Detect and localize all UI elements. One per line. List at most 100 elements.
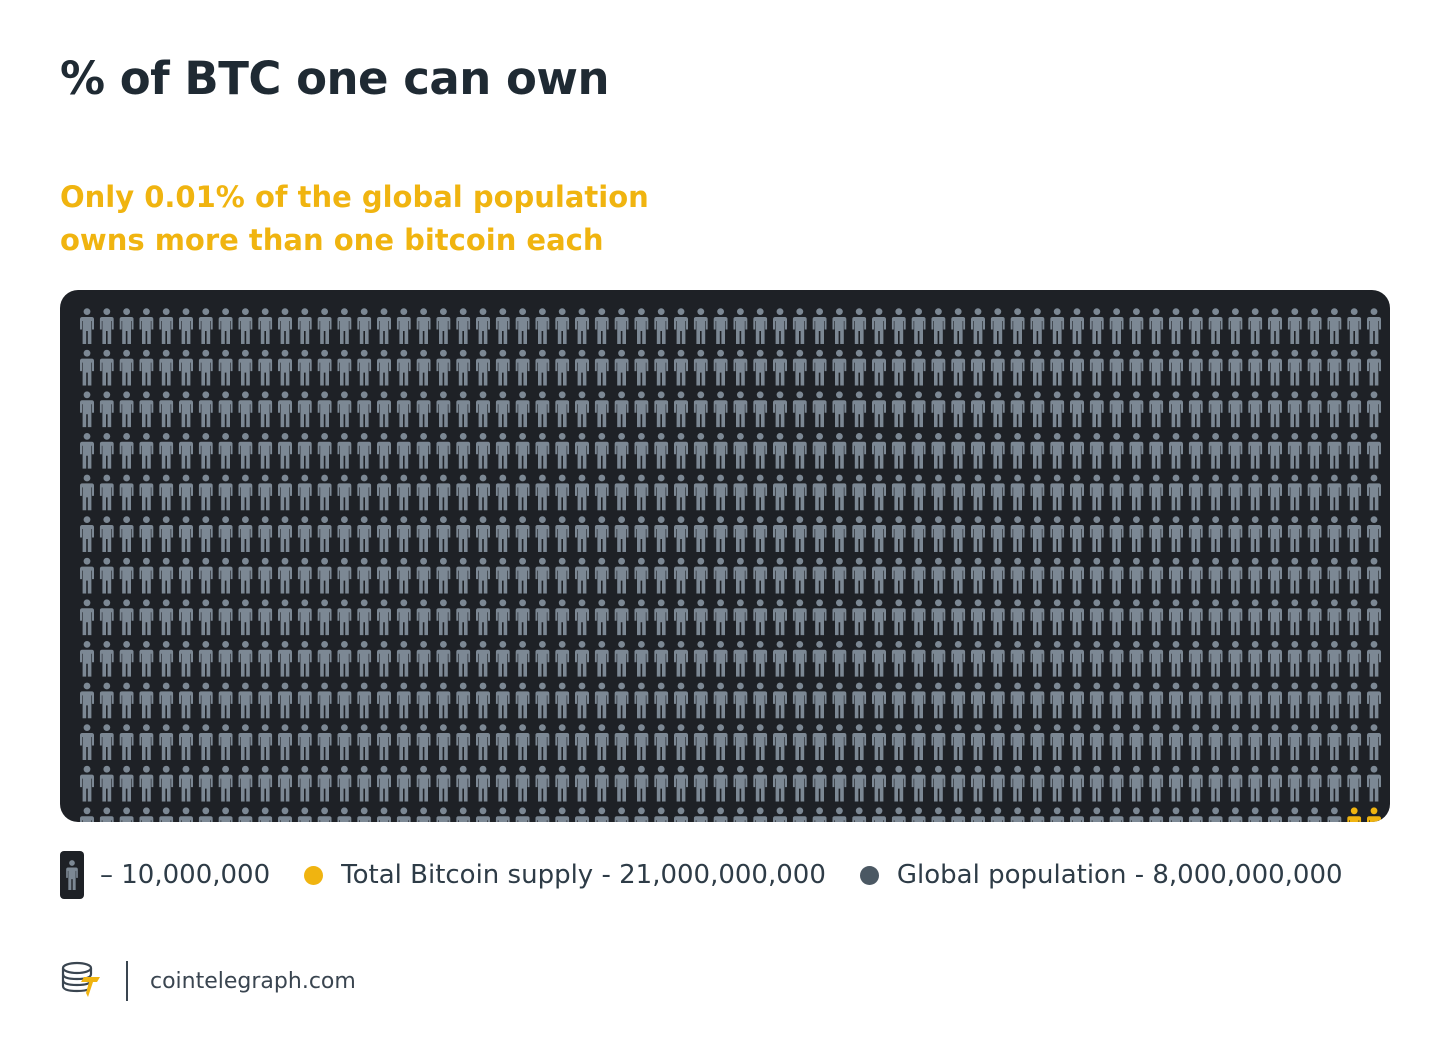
person-icon [1268,557,1282,594]
person-icon [297,724,312,760]
person-icon [1208,308,1223,344]
person-icon [396,516,411,552]
person-icon [1228,557,1243,594]
person-icon [792,724,807,760]
person-icon [377,765,391,802]
person-icon [575,474,589,511]
person-icon [674,765,688,802]
person-icon [515,682,530,719]
person-icon [515,474,530,511]
person-icon [931,765,946,802]
person-icon [198,641,213,677]
person-icon [515,433,530,469]
person-icon [931,599,946,636]
person-icon [733,599,748,636]
person-icon [1307,349,1322,386]
person-icon [594,557,609,594]
person-icon [555,724,570,760]
person-icon [812,308,827,344]
person-icon [951,557,966,594]
person-icon [436,391,451,428]
person-icon [495,599,510,636]
person-icon [812,724,827,760]
person-icon [80,641,94,677]
person-icon [1129,557,1144,594]
person-icon [654,516,669,552]
person-icon [1327,433,1342,469]
person-icon [911,599,926,636]
person-icon [1129,516,1144,552]
person-icon [238,474,253,511]
person-icon [1347,724,1362,760]
person-icon [416,433,431,469]
person-icon [872,641,886,677]
person-icon [139,391,154,428]
person-icon [1030,516,1045,552]
person-icon [614,474,629,511]
person-icon [1347,474,1362,511]
person-icon [733,682,748,719]
person-icon [852,682,867,719]
person-icon [495,474,510,511]
person-icon [1089,724,1104,760]
person-icon [852,724,867,760]
person-icon [654,391,669,428]
person-icon [179,807,193,822]
person-icon [1109,391,1124,428]
footer-site: cointelegraph.com [150,968,356,994]
person-icon [1030,433,1045,469]
person-icon [773,557,787,594]
person-icon [1089,557,1104,594]
person-icon [1010,433,1025,469]
person-icon [872,308,886,344]
person-icon [733,765,748,802]
person-icon [693,724,708,760]
person-icon [80,391,94,428]
person-icon [1307,765,1322,802]
person-icon [238,641,253,677]
person-icon [535,433,550,469]
person-icon [614,433,629,469]
person-icon [317,765,332,802]
person-icon [674,557,688,594]
person-icon [693,433,708,469]
person-icon [258,349,273,386]
person-icon [1248,765,1263,802]
person-icon [1089,641,1104,677]
person-icon [634,391,649,428]
person-icon [812,349,827,386]
person-icon [1109,807,1124,822]
person-icon [1050,516,1065,552]
person-icon [832,516,847,552]
person-icon [1129,349,1144,386]
person-icon [436,765,451,802]
person-icon [713,308,728,344]
person-icon [436,599,451,636]
person-icon [1050,682,1065,719]
person-icon [99,474,114,511]
person-icon [119,599,134,636]
person-icon [99,682,114,719]
person-icon [179,641,193,677]
person-icon [713,682,728,719]
person-icon [1327,557,1342,594]
person-icon [416,474,431,511]
person-icon [575,557,589,594]
person-icon [594,516,609,552]
person-icon [614,308,629,344]
person-icon [515,724,530,760]
person-icon [1169,682,1183,719]
person-icon [713,433,728,469]
person-icon [1070,641,1084,677]
person-icon [872,349,886,386]
person-icon [119,807,134,822]
person-icon [436,724,451,760]
person-icon [971,308,985,344]
person-icon [971,516,985,552]
person-icon [773,349,787,386]
person-icon [852,474,867,511]
person-icon [1248,433,1263,469]
person-icon [555,641,570,677]
person-icon [753,807,768,822]
person-icon [733,724,748,760]
